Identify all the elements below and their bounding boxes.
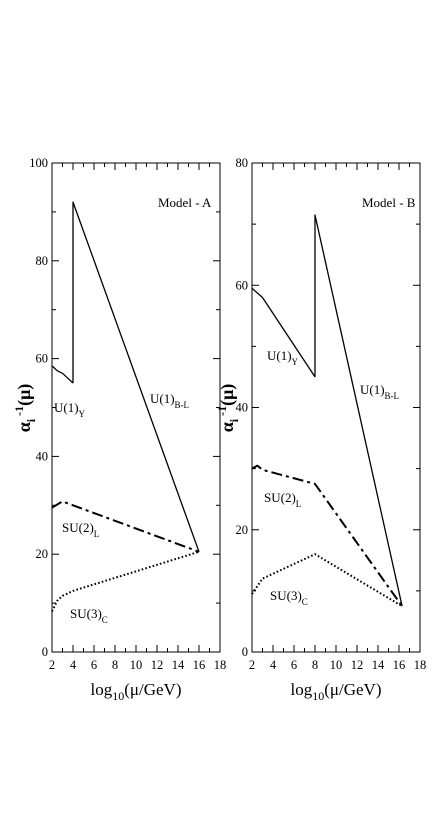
x-tick-label: 8 bbox=[312, 658, 318, 672]
series-line-u-1-y bbox=[51, 365, 74, 384]
series-label: SU(3)C bbox=[270, 588, 308, 607]
x-tick-label: 14 bbox=[372, 658, 385, 672]
series-label: U(1)B-L bbox=[150, 391, 189, 410]
y-tick-label: 40 bbox=[36, 449, 49, 463]
series-label: SU(2)L bbox=[264, 490, 301, 509]
x-tick-label: 18 bbox=[414, 658, 427, 672]
series-label: SU(3)C bbox=[70, 606, 108, 625]
series-label: U(1)Y bbox=[267, 348, 299, 367]
panel-model-a: 2 4 6 8 10 12 14 16 18 0 20 40 60 80 100 Model - A log10… bbox=[12, 156, 226, 703]
series-line-su-2-l bbox=[251, 464, 403, 607]
x-tick-label: 12 bbox=[351, 658, 364, 672]
x-tick-label: 18 bbox=[214, 658, 227, 672]
x-tick-label: 2 bbox=[49, 658, 55, 672]
x-tick-label: 2 bbox=[249, 658, 255, 672]
y-tick-label: 60 bbox=[236, 278, 249, 292]
x-axis-label: log10(μ/GeV) bbox=[291, 680, 382, 703]
series-line-u-1-b-l bbox=[314, 214, 403, 607]
y-axis-label: αi -1(μ) bbox=[12, 384, 38, 433]
series-line-u-1-y bbox=[251, 287, 316, 378]
x-tick-label: 14 bbox=[172, 658, 185, 672]
x-tick-label: 8 bbox=[112, 658, 118, 672]
series-line-su-2-l bbox=[51, 500, 200, 553]
x-tick-label: 16 bbox=[193, 658, 206, 672]
series-label: U(1)Y bbox=[54, 400, 86, 419]
x-tick-label: 4 bbox=[270, 658, 277, 672]
svg-text:αi -1(μ): αi -1(μ) bbox=[215, 384, 241, 433]
series-label: U(1)B-L bbox=[360, 382, 399, 401]
panel-title: Model - B bbox=[362, 195, 416, 210]
y-tick-label: 100 bbox=[29, 156, 48, 170]
y-axis-label: αi -1(μ) bbox=[215, 384, 241, 433]
y-tick-label: 0 bbox=[242, 645, 248, 659]
series-line-su-3-c bbox=[51, 550, 200, 612]
panel-model-b: 2 4 6 8 10 12 14 16 18 0 20 40 60 80 Model - B log10(μ/… bbox=[215, 156, 426, 703]
x-tick-label: 10 bbox=[130, 658, 143, 672]
x-axis-label: log10(μ/GeV) bbox=[91, 680, 182, 703]
plot-frame bbox=[251, 162, 421, 653]
x-tick-label: 6 bbox=[291, 658, 297, 672]
svg-text:αi -1(μ): αi -1(μ) bbox=[12, 384, 38, 433]
x-tick-label: 16 bbox=[393, 658, 406, 672]
series-label: SU(2)L bbox=[62, 520, 99, 539]
x-tick-label: 12 bbox=[151, 658, 164, 672]
y-tick-label: 40 bbox=[236, 401, 249, 415]
y-tick-label: 80 bbox=[36, 254, 49, 268]
y-tick-label: 80 bbox=[236, 156, 249, 170]
x-tick-label: 6 bbox=[91, 658, 97, 672]
y-tick-label: 0 bbox=[42, 645, 48, 659]
panel-title: Model - A bbox=[158, 195, 212, 210]
y-tick-label: 60 bbox=[36, 352, 49, 366]
x-tick-label: 10 bbox=[330, 658, 343, 672]
x-tick-label: 4 bbox=[70, 658, 77, 672]
y-tick-label: 20 bbox=[236, 523, 249, 537]
y-tick-label: 20 bbox=[36, 547, 49, 561]
series-line-u-1-b-l bbox=[72, 201, 200, 553]
